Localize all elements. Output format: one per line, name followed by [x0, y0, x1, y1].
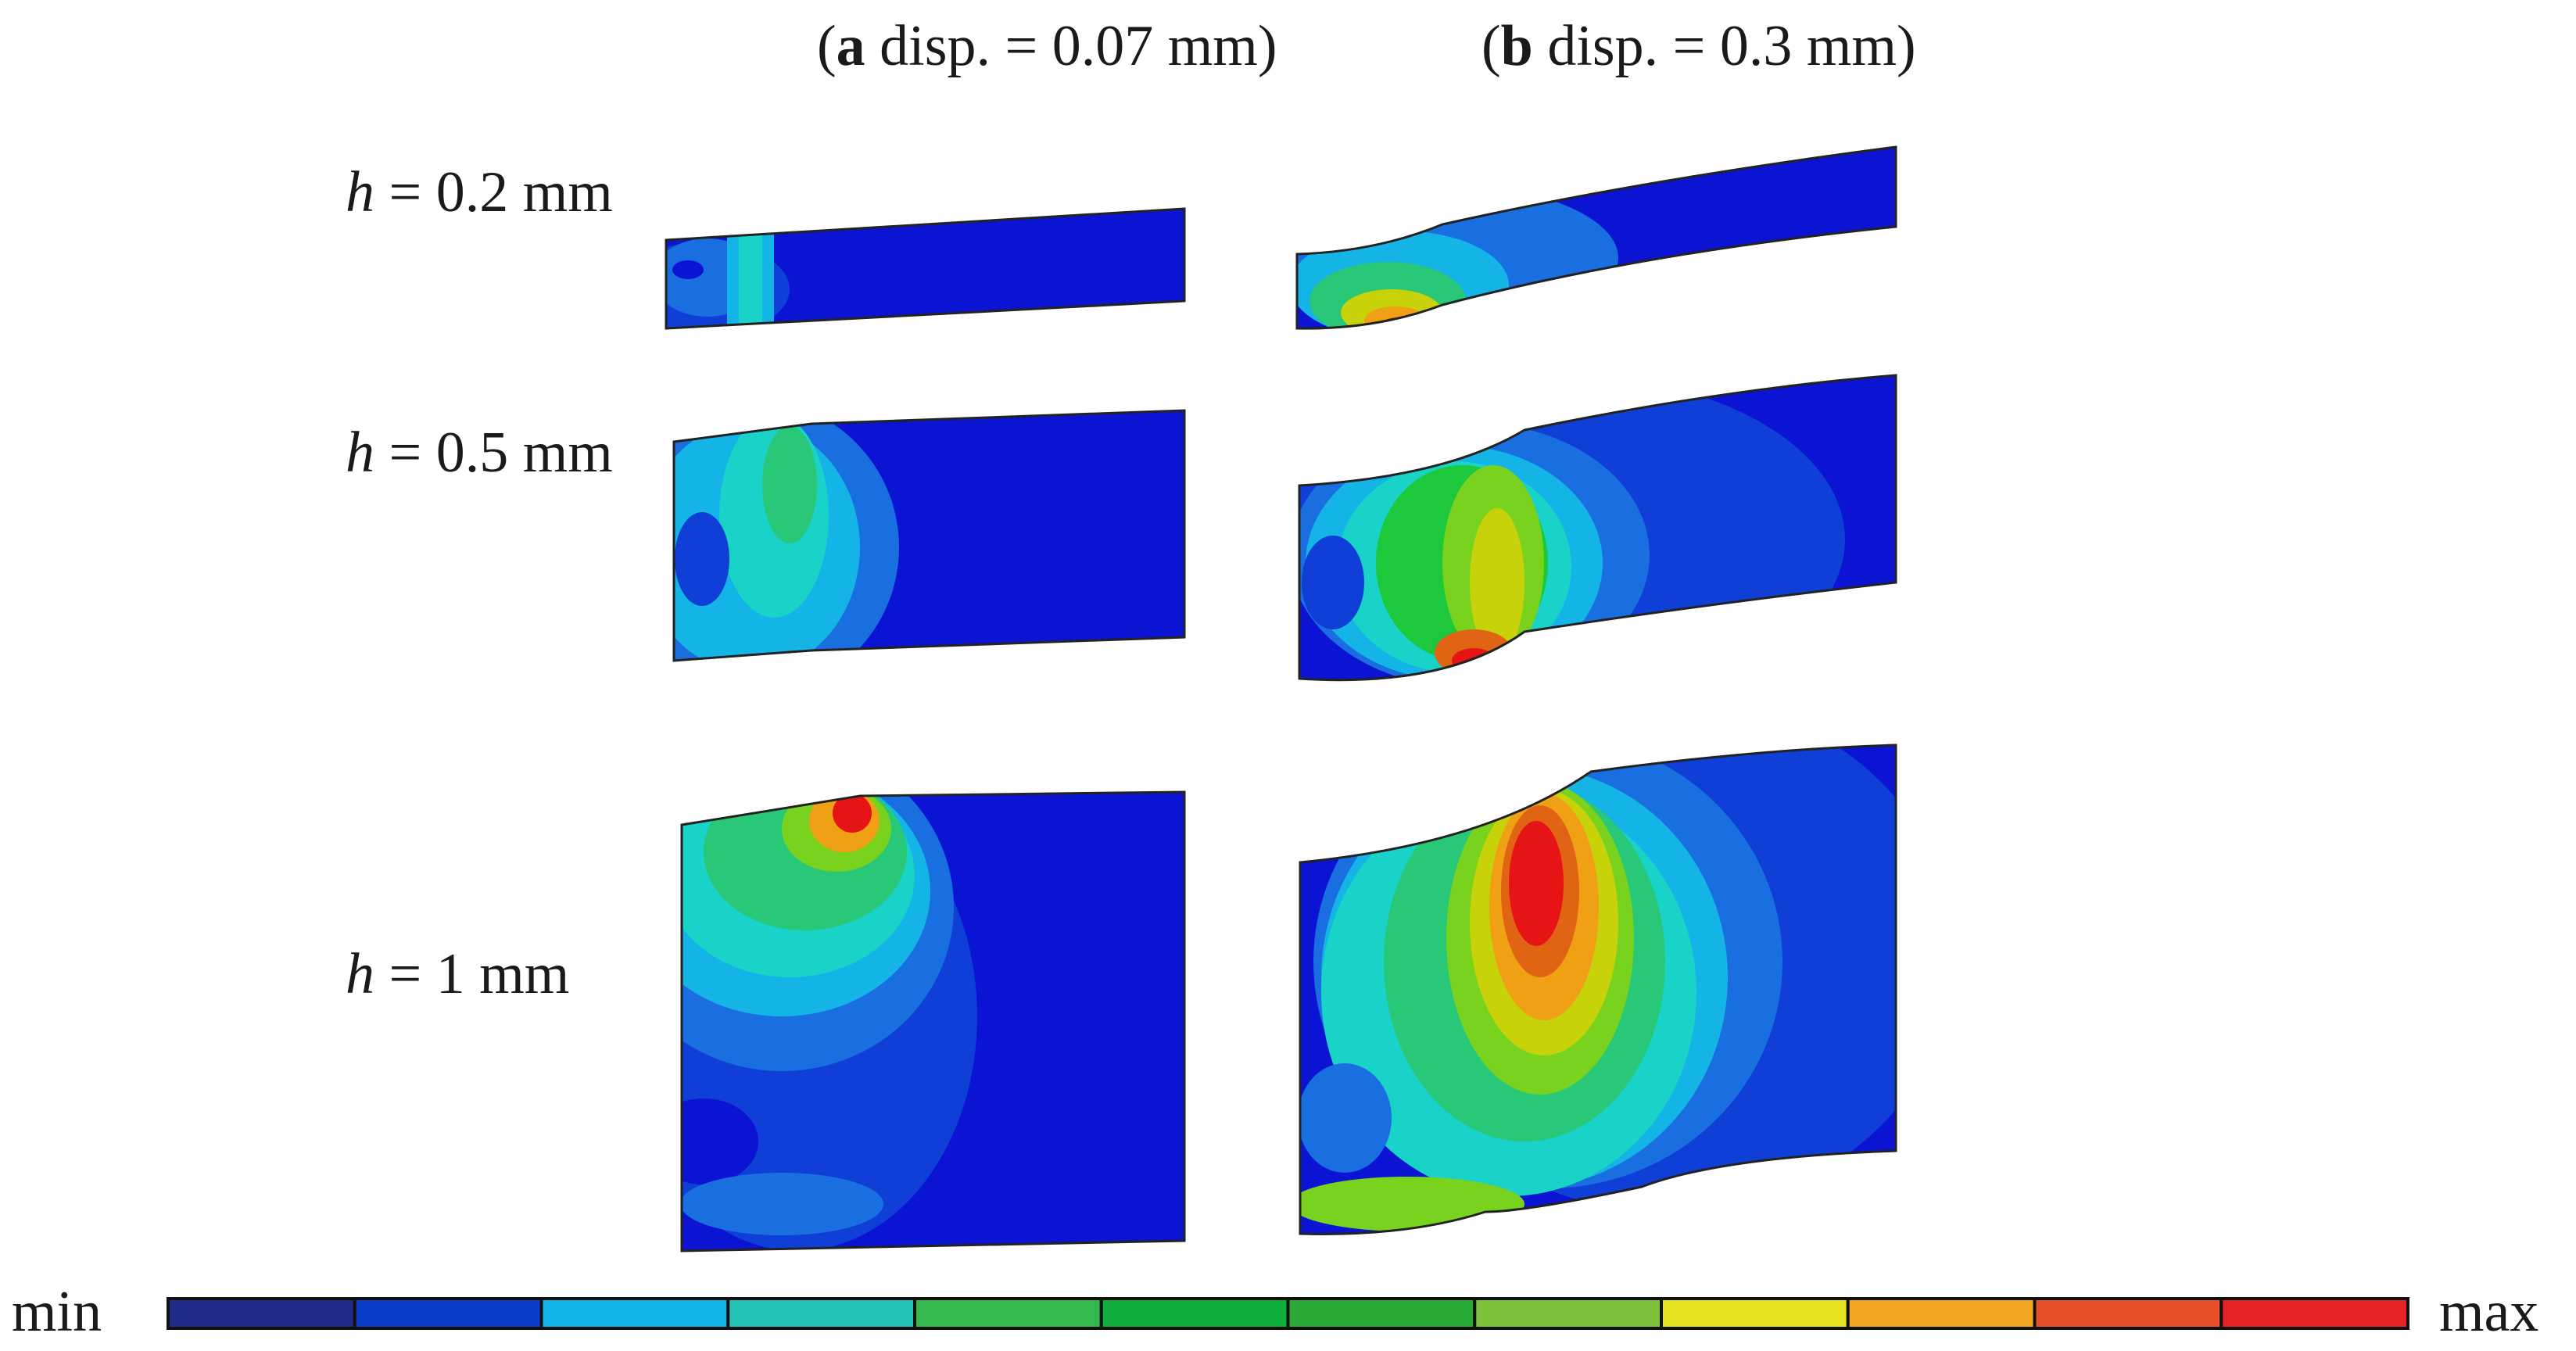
row-label-h05: h = 0.5 mm [346, 421, 613, 485]
fill-spot [1300, 1063, 1392, 1173]
header-a-tag: a [837, 14, 865, 78]
contour-h1-b [1300, 745, 1896, 1235]
colorbar [167, 1297, 2409, 1330]
fill-spot [1302, 536, 1364, 629]
colorbar-segment-5 [913, 1297, 1103, 1330]
colorbar-segment-6 [1099, 1297, 1290, 1330]
colorbar-max-label: max [2439, 1280, 2538, 1344]
colorbar-segment-11 [2033, 1297, 2223, 1330]
fill-spot [675, 512, 729, 606]
colorbar-segment-10 [1846, 1297, 2037, 1330]
header-b-tag: b [1501, 14, 1533, 78]
outline-h1-a [680, 790, 1186, 1252]
row-label-h02: h = 0.2 mm [346, 160, 613, 224]
contour-h02-a [666, 209, 1184, 328]
contour-h05-b [1299, 375, 1896, 680]
header-b-text: disp. = 0.3 mm [1533, 14, 1897, 78]
outline-h05-a [672, 409, 1186, 662]
colorbar-segment-8 [1473, 1297, 1663, 1330]
header-b: (b disp. = 0.3 mm) [1481, 14, 1916, 78]
outline-h05-b [1298, 374, 1897, 682]
header-a: (a disp. = 0.07 mm) [817, 14, 1277, 78]
fill-core [739, 227, 762, 328]
colorbar-segment-4 [726, 1297, 916, 1330]
colorbar-segment-2 [353, 1297, 543, 1330]
colorbar-segment-3 [539, 1297, 730, 1330]
fill-spot2 [682, 1173, 883, 1235]
outline-h1-b [1299, 744, 1897, 1235]
row-label-h05-text: = 0.5 mm [374, 421, 613, 485]
row-label-h02-text: = 0.2 mm [374, 160, 613, 224]
contour-h05-a [674, 410, 1184, 661]
row-label-h1-text: = 1 mm [374, 942, 569, 1006]
colorbar-segment-9 [1660, 1297, 1850, 1330]
row-label-h02-var: h [346, 160, 374, 224]
fill-base-hot [1300, 1177, 1524, 1231]
colorbar-min-label: min [12, 1280, 102, 1344]
row-label-h1: h = 1 mm [346, 942, 569, 1006]
fill-peak [1509, 821, 1564, 946]
row-label-h05-var: h [346, 421, 374, 485]
fill-hot2 [1364, 306, 1427, 329]
colorbar-segment-7 [1286, 1297, 1477, 1330]
contour-h02-b [1297, 147, 1896, 329]
outline-h02-b [1295, 145, 1897, 330]
contour-h1-a [682, 792, 1184, 1251]
colorbar-segment-12 [2220, 1297, 2409, 1330]
fill-spot [672, 260, 704, 279]
fill-peak [833, 794, 872, 833]
fill-core [762, 426, 817, 543]
fill-hot [1470, 508, 1524, 657]
row-label-h1-var: h [346, 942, 374, 1006]
fill-peak [1380, 317, 1419, 329]
colorbar-segment-1 [167, 1297, 356, 1330]
outline-h02-a [665, 207, 1186, 330]
fill-spot [682, 1098, 758, 1184]
header-a-text: disp. = 0.07 mm [865, 14, 1258, 78]
